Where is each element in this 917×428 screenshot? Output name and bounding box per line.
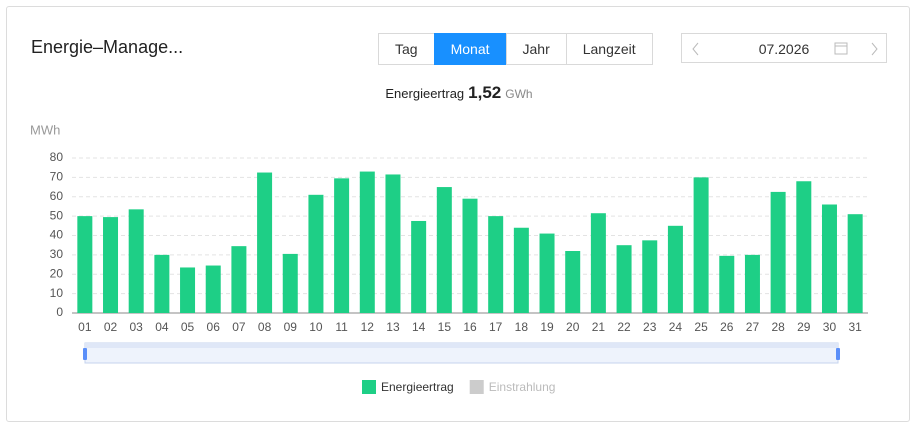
bar bbox=[590, 213, 606, 313]
next-icon[interactable] bbox=[871, 42, 878, 56]
bar bbox=[359, 171, 375, 313]
bar bbox=[77, 216, 93, 313]
x-tick-label: 04 bbox=[155, 320, 169, 334]
legend-swatch[interactable] bbox=[362, 380, 376, 394]
zoom-handle[interactable] bbox=[836, 348, 840, 360]
bar bbox=[180, 267, 196, 313]
x-tick-label: 24 bbox=[669, 320, 683, 334]
x-tick-label: 26 bbox=[720, 320, 734, 334]
bar bbox=[770, 191, 786, 313]
bar bbox=[796, 181, 812, 313]
bar bbox=[103, 217, 119, 313]
date-text: 07.2026 bbox=[758, 41, 810, 57]
x-tick-label: 23 bbox=[643, 320, 657, 334]
bar bbox=[667, 225, 683, 313]
y-tick-label: 50 bbox=[50, 208, 64, 222]
zoom-handle[interactable] bbox=[83, 348, 87, 360]
bar bbox=[385, 174, 401, 313]
x-tick-label: 12 bbox=[361, 320, 375, 334]
bar bbox=[513, 227, 529, 313]
calendar-icon bbox=[834, 42, 848, 55]
x-tick-label: 31 bbox=[848, 320, 862, 334]
bar bbox=[821, 204, 837, 313]
bar bbox=[488, 216, 504, 313]
bar bbox=[744, 254, 760, 313]
period-buttons: Tag Monat Jahr Langzeit bbox=[378, 33, 653, 65]
legend-swatch[interactable] bbox=[469, 380, 484, 394]
x-tick-label: 22 bbox=[617, 320, 631, 334]
period-button[interactable]: Tag bbox=[378, 33, 435, 65]
bar bbox=[334, 178, 350, 313]
x-tick-label: 11 bbox=[335, 320, 348, 334]
bar bbox=[282, 253, 298, 313]
period-button[interactable]: Jahr bbox=[505, 33, 567, 65]
x-tick-label: 25 bbox=[694, 320, 708, 334]
y-tick-label: 60 bbox=[50, 189, 64, 203]
x-tick-label: 02 bbox=[104, 320, 118, 334]
summary: Energieertrag 1,52 GWh bbox=[7, 83, 911, 103]
x-tick-label: 01 bbox=[78, 320, 92, 334]
x-tick-label: 09 bbox=[284, 320, 298, 334]
y-tick-label: 0 bbox=[56, 305, 63, 319]
x-tick-label: 18 bbox=[515, 320, 529, 334]
bar bbox=[231, 246, 247, 313]
x-tick-label: 08 bbox=[258, 320, 272, 334]
bar bbox=[205, 265, 221, 313]
zoom-slider-bar[interactable] bbox=[85, 343, 838, 348]
x-tick-label: 21 bbox=[592, 320, 606, 334]
bar bbox=[539, 233, 555, 313]
legend-label[interactable]: Einstrahlung bbox=[489, 380, 556, 394]
bar bbox=[411, 220, 427, 313]
bar bbox=[693, 177, 709, 313]
x-tick-label: 03 bbox=[130, 320, 144, 334]
x-tick-label: 27 bbox=[746, 320, 760, 334]
y-tick-label: 20 bbox=[50, 266, 64, 280]
y-tick-label: 10 bbox=[50, 286, 64, 300]
card: Energie–Manage... Tag Monat Jahr Langzeit 0… bbox=[6, 6, 910, 422]
bar bbox=[128, 209, 144, 313]
summary-label: Energieertrag bbox=[385, 86, 465, 101]
bar bbox=[154, 254, 170, 313]
x-tick-label: 29 bbox=[797, 320, 811, 334]
bar bbox=[616, 245, 632, 313]
prev-icon[interactable] bbox=[692, 42, 699, 56]
x-tick-label: 13 bbox=[386, 320, 400, 334]
bar bbox=[436, 187, 452, 313]
title: Energie–Manage... bbox=[31, 37, 184, 57]
period-button[interactable]: Langzeit bbox=[565, 33, 653, 65]
summary-unit: GWh bbox=[505, 87, 533, 101]
x-tick-label: 17 bbox=[489, 320, 503, 334]
x-tick-label: 15 bbox=[438, 320, 452, 334]
bar bbox=[257, 172, 273, 313]
y-tick-label: 70 bbox=[50, 170, 64, 184]
summary-value: 1,52 bbox=[468, 83, 502, 102]
bar bbox=[847, 214, 863, 313]
x-tick-label: 20 bbox=[566, 320, 580, 334]
x-tick-label: 07 bbox=[232, 320, 246, 334]
x-tick-label: 05 bbox=[181, 320, 195, 334]
x-tick-label: 30 bbox=[823, 320, 837, 334]
x-tick-label: 19 bbox=[540, 320, 554, 334]
bar bbox=[462, 198, 478, 313]
date-picker[interactable]: 07.2026 bbox=[681, 33, 887, 63]
y-tick-label: 30 bbox=[50, 247, 64, 261]
x-tick-label: 28 bbox=[771, 320, 785, 334]
bar bbox=[565, 251, 581, 313]
y-tick-label: 80 bbox=[50, 150, 64, 164]
y-axis-label: MWh bbox=[30, 122, 60, 137]
date-icons bbox=[692, 42, 878, 56]
x-tick-label: 16 bbox=[463, 320, 477, 334]
y-tick-label: 40 bbox=[50, 228, 64, 242]
x-tick-label: 06 bbox=[207, 320, 221, 334]
bar bbox=[642, 240, 658, 313]
bar bbox=[719, 255, 735, 313]
bar bbox=[308, 194, 324, 313]
x-tick-label: 10 bbox=[309, 320, 323, 334]
legend-label[interactable]: Energieertrag bbox=[381, 380, 454, 394]
x-tick-label: 14 bbox=[412, 320, 426, 334]
